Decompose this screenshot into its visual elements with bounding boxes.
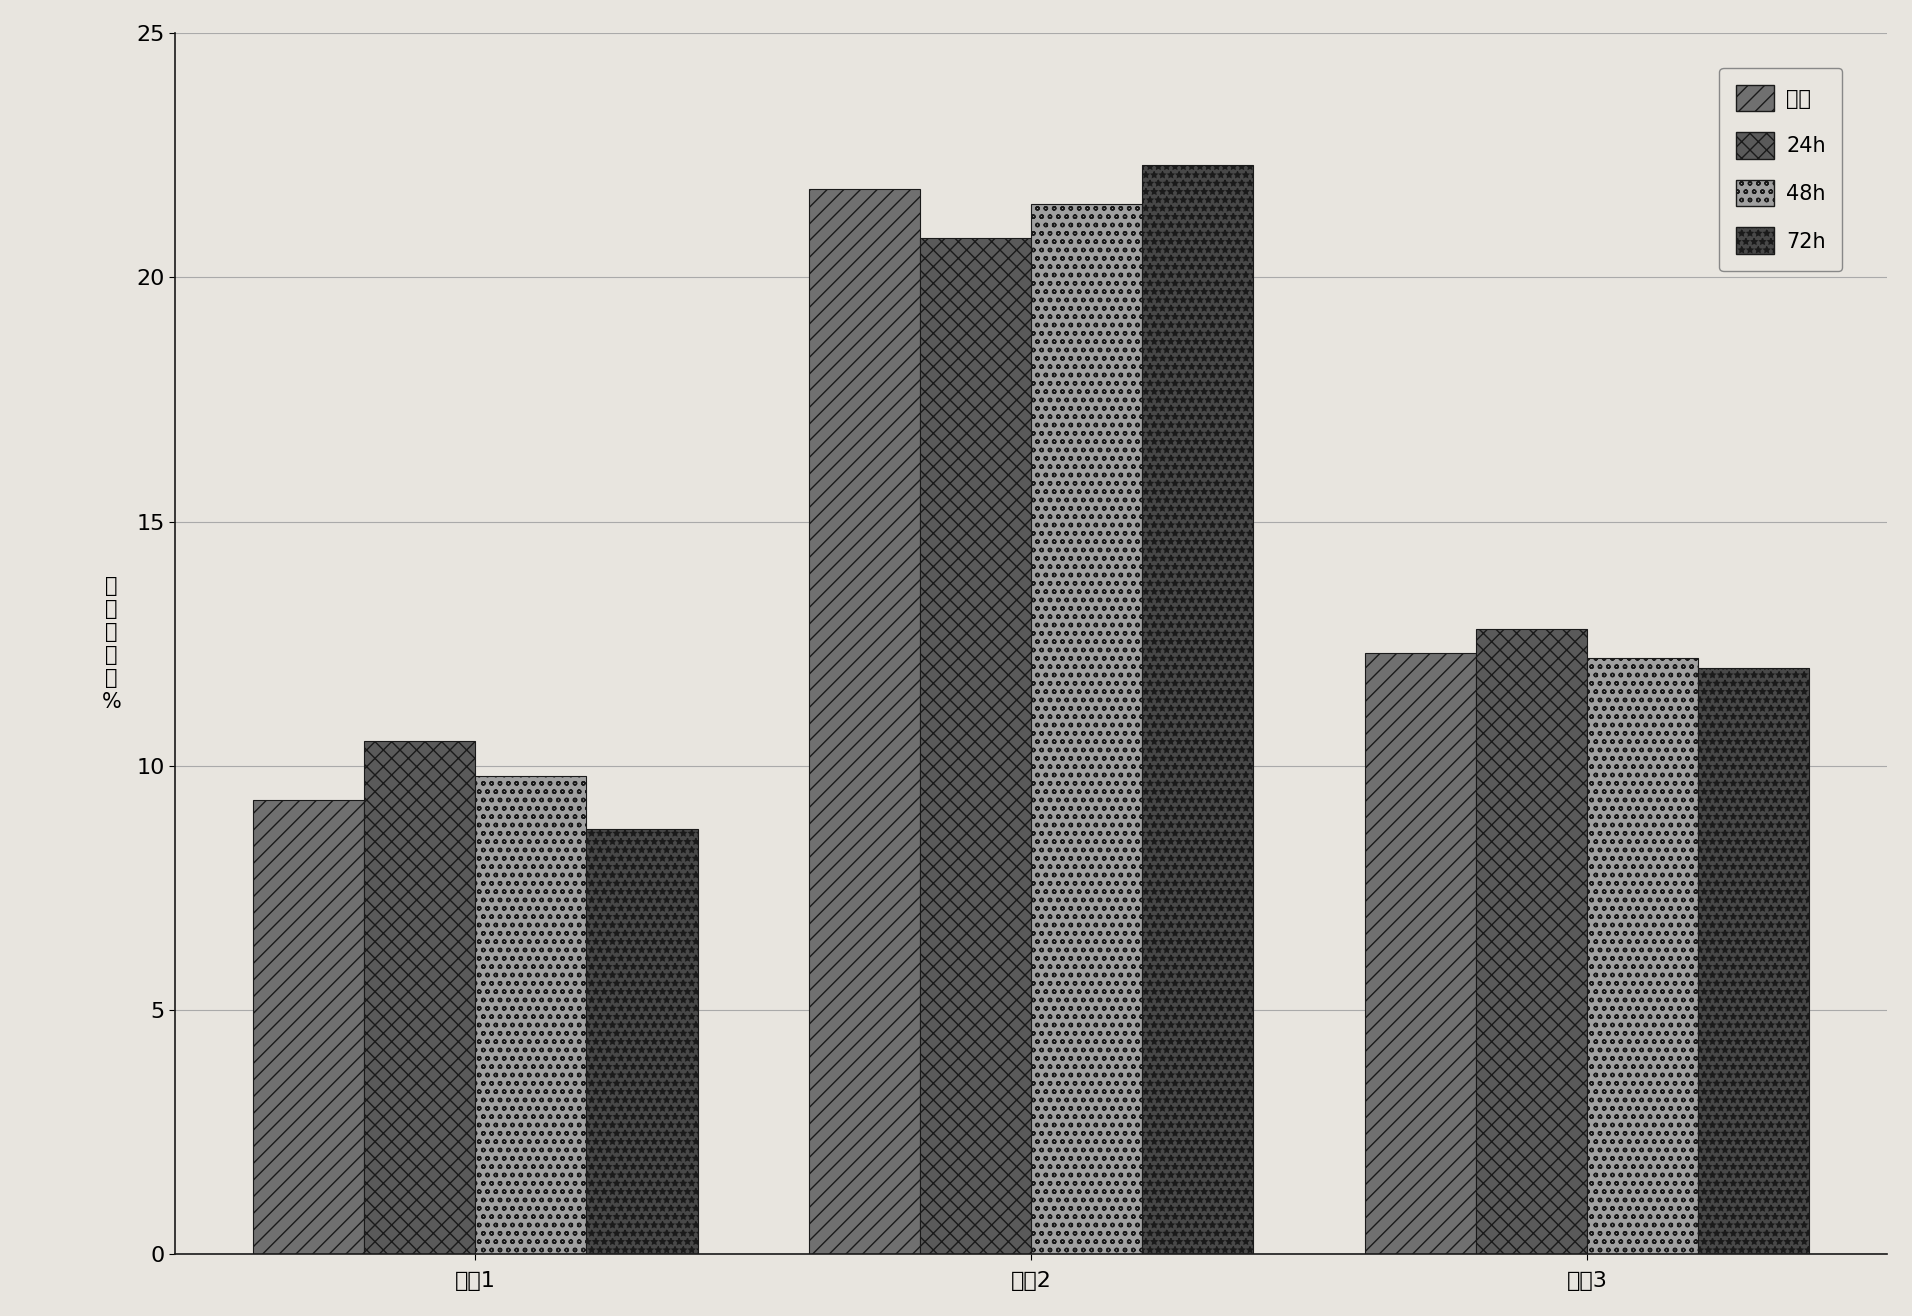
Bar [1141, 164, 1254, 1254]
Y-axis label: 顶
体
诱
发
率
%: 顶 体 诱 发 率 % [101, 575, 120, 712]
Bar [252, 800, 363, 1254]
Bar [1698, 669, 1809, 1254]
Bar [809, 190, 920, 1254]
Bar [587, 829, 698, 1254]
Bar [1365, 654, 1476, 1254]
Bar [363, 741, 476, 1254]
Bar [1587, 658, 1698, 1254]
Bar [476, 775, 587, 1254]
Legend: 新鲜, 24h, 48h, 72h: 新鲜, 24h, 48h, 72h [1719, 68, 1843, 271]
Bar [1476, 629, 1587, 1254]
Bar [920, 238, 1031, 1254]
Bar [1031, 204, 1141, 1254]
